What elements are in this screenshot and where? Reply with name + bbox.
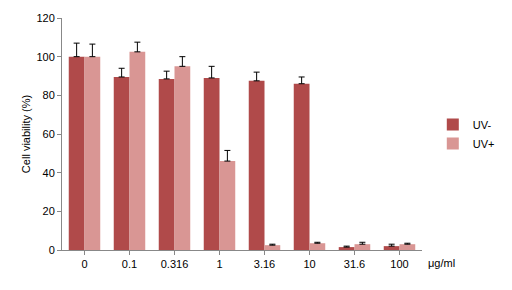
svg-text:31.6: 31.6 — [344, 258, 365, 270]
svg-text:100: 100 — [390, 258, 408, 270]
svg-text:0.1: 0.1 — [122, 258, 137, 270]
svg-text:40: 40 — [43, 167, 55, 179]
svg-text:Cell viability (%): Cell viability (%) — [20, 95, 32, 173]
svg-text:120: 120 — [36, 12, 54, 24]
svg-text:1: 1 — [216, 258, 222, 270]
svg-text:10: 10 — [303, 258, 315, 270]
svg-text:3.16: 3.16 — [254, 258, 275, 270]
svg-text:80: 80 — [43, 89, 55, 101]
svg-text:UV+: UV+ — [473, 138, 495, 150]
svg-text:0: 0 — [49, 244, 55, 256]
svg-text:0.316: 0.316 — [161, 258, 189, 270]
svg-text:100: 100 — [36, 51, 54, 63]
svg-text:UV-: UV- — [473, 119, 492, 131]
svg-text:0: 0 — [81, 258, 87, 270]
svg-text:60: 60 — [43, 128, 55, 140]
svg-text:20: 20 — [43, 205, 55, 217]
svg-text:μg/ml: μg/ml — [428, 257, 455, 269]
